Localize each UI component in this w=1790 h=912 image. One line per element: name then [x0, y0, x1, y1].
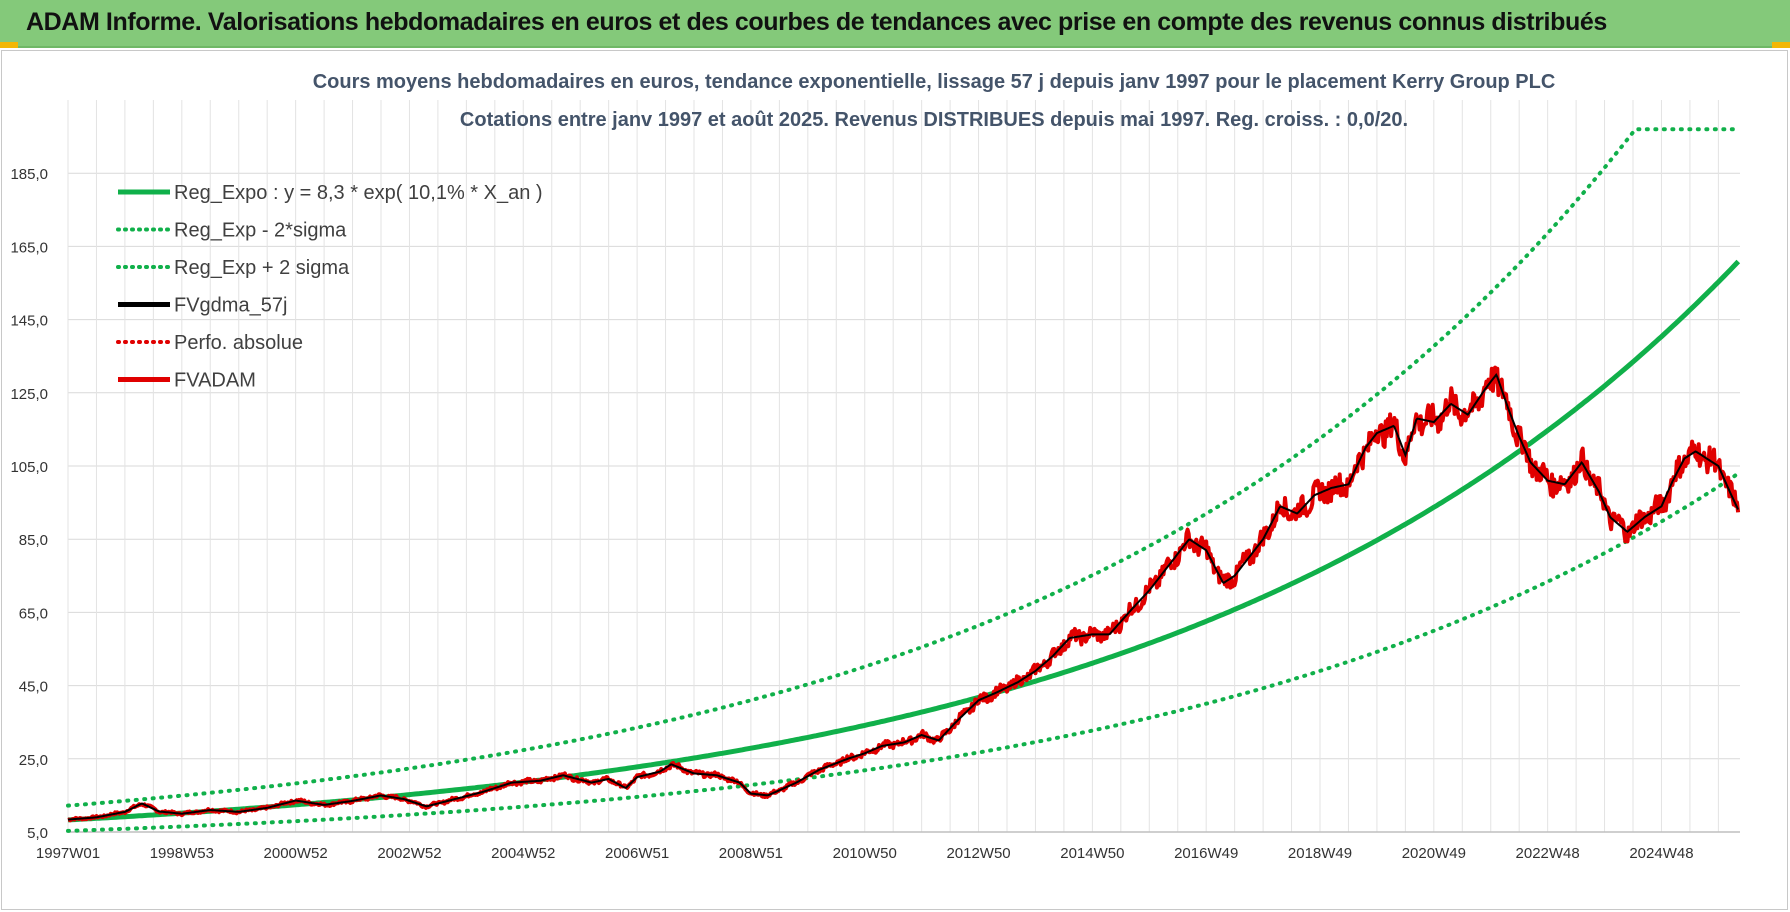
y-tick-label: 25,0 [19, 752, 48, 769]
page-title: ADAM Informe. Valorisations hebdomadaire… [26, 8, 1607, 36]
grid [67, 100, 1740, 833]
chart-title: Cours moyens hebdomadaires en euros, ten… [313, 71, 1556, 131]
x-tick-label: 2016W49 [1174, 845, 1238, 862]
x-tick-label: 2004W52 [491, 845, 555, 862]
y-tick-label: 45,0 [19, 679, 48, 696]
legend-label: Reg_Exp + 2 sigma [174, 257, 350, 279]
x-tick-label: 2000W52 [264, 845, 328, 862]
y-tick-label: 145,0 [10, 313, 48, 330]
series-perfo-absolue [67, 367, 1739, 822]
legend-label: Reg_Exp - 2*sigma [174, 220, 347, 242]
legend-label: Perfo. absolue [174, 332, 303, 354]
x-tick-label: 2014W50 [1060, 845, 1124, 862]
x-tick-label: 2024W48 [1629, 845, 1693, 862]
x-tick-label: 2018W49 [1288, 845, 1352, 862]
x-tick-label: 1997W01 [36, 845, 100, 862]
series-reg-exp-plus-2sigma [66, 127, 1741, 808]
series-lines [66, 127, 1741, 833]
y-tick-label: 185,0 [10, 166, 48, 183]
y-tick-label: 85,0 [19, 532, 48, 549]
y-tick-label: 125,0 [10, 386, 48, 403]
y-tick-label: 105,0 [10, 459, 48, 476]
x-tick-label: 2006W51 [605, 845, 669, 862]
legend: Reg_Expo : y = 8,3 * exp( 10,1% * X_an )… [116, 182, 543, 392]
chart-frame [1, 50, 1788, 910]
x-tick-label: 2022W48 [1516, 845, 1580, 862]
page-header: ADAM Informe. Valorisations hebdomadaire… [0, 0, 1790, 48]
x-tick-label: 2008W51 [719, 845, 783, 862]
series-reg-expo [67, 259, 1741, 823]
corner-mark-right [1772, 42, 1790, 48]
y-axis-tick-labels: 5,0 25,0 45,0 65,0 85,0 105,0 125,0 145,0 165,0 1… [10, 166, 48, 842]
legend-label: Reg_Expo : y = 8,3 * exp( 10,1% * X_an ) [174, 182, 543, 204]
series-reg-exp-minus-2sigma [66, 471, 1741, 833]
chart-title-line: Cours moyens hebdomadaires en euros, ten… [313, 71, 1556, 93]
x-axis-tick-labels: 1997W01 1998W53 2000W52 2002W52 2004W52 2006W… [36, 845, 1694, 862]
corner-mark-left [0, 42, 18, 48]
legend-label: FVADAM [174, 370, 256, 392]
x-tick-label: 2012W50 [946, 845, 1010, 862]
x-tick-label: 2010W50 [833, 845, 897, 862]
y-tick-label: 165,0 [10, 239, 48, 256]
legend-label: FVgdma_57j [174, 295, 287, 317]
x-tick-label: 1998W53 [150, 845, 214, 862]
x-tick-label: 2002W52 [377, 845, 441, 862]
y-tick-label: 5,0 [27, 825, 48, 842]
series-fvadam [67, 365, 1741, 823]
y-tick-label: 65,0 [19, 605, 48, 622]
series-fvgdma-57j [67, 372, 1740, 821]
chart-title-line: Cotations entre janv 1997 et août 2025. … [460, 109, 1408, 131]
x-tick-label: 2020W49 [1402, 845, 1466, 862]
